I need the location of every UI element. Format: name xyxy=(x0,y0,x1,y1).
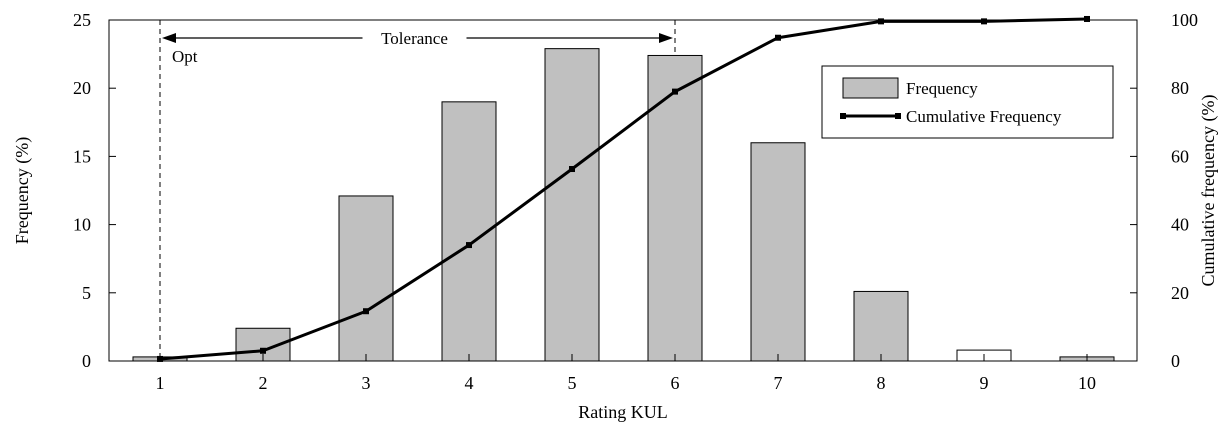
cumulative-point xyxy=(466,242,472,249)
cumulative-point xyxy=(1084,15,1090,22)
tolerance-label: Tolerance xyxy=(381,29,448,48)
cumulative-point xyxy=(363,308,369,315)
cumulative-point xyxy=(775,34,781,41)
legend-swatch-cumulative-point xyxy=(895,113,901,119)
bar-series-frequency xyxy=(132,48,1115,362)
x-tick-label: 3 xyxy=(362,373,371,393)
opt-label: Opt xyxy=(172,47,198,66)
legend-label-frequency: Frequency xyxy=(906,79,978,98)
x-tick-label: 9 xyxy=(980,373,989,393)
y-right-axis-title: Cumulative frequency (%) xyxy=(1198,95,1219,287)
legend-swatch-cumulative-point xyxy=(840,113,846,119)
bar xyxy=(647,54,703,362)
y-tick-label: 5 xyxy=(82,283,91,303)
y-tick-label: 10 xyxy=(73,215,91,235)
annotations: Opt Tolerance xyxy=(159,20,676,361)
y-tick-label: 0 xyxy=(82,351,91,371)
bar xyxy=(853,290,909,362)
cumulative-point xyxy=(878,18,884,25)
bar xyxy=(750,142,806,362)
y-right-tick-label: 80 xyxy=(1171,78,1189,98)
x-tick-label: 6 xyxy=(671,373,680,393)
x-tick-label: 10 xyxy=(1078,373,1096,393)
legend-swatch-frequency xyxy=(842,77,899,99)
x-tick-label: 1 xyxy=(156,373,165,393)
x-axis-title: Rating KUL xyxy=(578,402,668,422)
cumulative-point xyxy=(260,347,266,354)
plot-frame xyxy=(108,19,1138,362)
legend-box xyxy=(821,65,1114,139)
cumulative-point xyxy=(981,18,987,25)
x-tick-label: 7 xyxy=(774,373,783,393)
legend: Frequency Cumulative Frequency xyxy=(821,65,1114,139)
x-tick-label: 5 xyxy=(568,373,577,393)
cumulative-point xyxy=(672,88,678,95)
axes: 0 5 10 15 20 25 0 20 40 60 80 100 1 2 3 4 5 6 7 8 9 10 Rating … xyxy=(12,10,1219,422)
y-tick-label: 25 xyxy=(73,10,91,30)
y-right-tick-label: 40 xyxy=(1171,215,1189,235)
y-right-tick-label: 100 xyxy=(1171,10,1198,30)
y-tick-label: 15 xyxy=(73,146,91,166)
y-axis-title: Frequency (%) xyxy=(12,137,33,244)
y-right-tick-label: 60 xyxy=(1171,146,1189,166)
legend-label-cumulative-frequency: Cumulative Frequency xyxy=(906,107,1062,126)
y-right-tick-label: 20 xyxy=(1171,283,1189,303)
tolerance-arrowhead-right xyxy=(659,33,673,43)
x-tick-label: 8 xyxy=(877,373,886,393)
cumulative-point xyxy=(569,166,575,173)
plot-area-border xyxy=(108,19,1138,362)
y-tick-label: 20 xyxy=(73,78,91,98)
y-right-tick-label: 0 xyxy=(1171,351,1180,371)
x-tick-label: 2 xyxy=(259,373,268,393)
tolerance-arrowhead-left xyxy=(162,33,176,43)
bar xyxy=(544,48,600,362)
cumulative-line xyxy=(159,17,1088,361)
x-tick-label: 4 xyxy=(465,373,474,393)
bar xyxy=(338,195,394,362)
